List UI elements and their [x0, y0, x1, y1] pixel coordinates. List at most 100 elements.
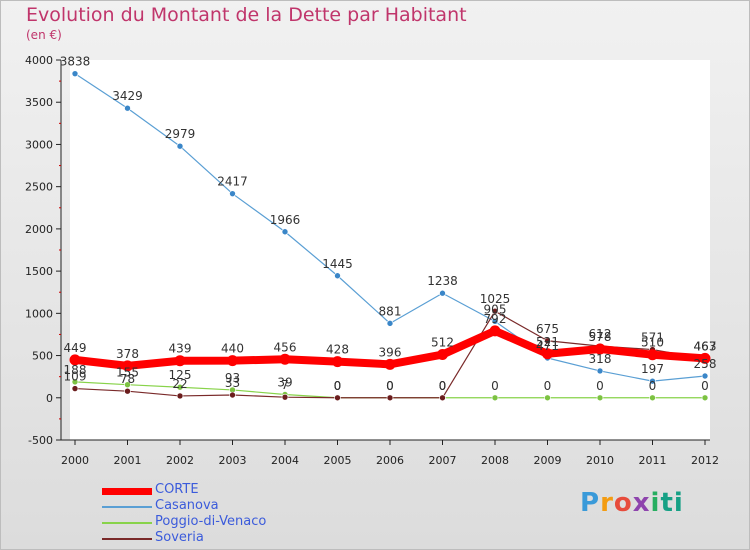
y-tick-label: -500 [28, 434, 53, 447]
legend-swatch [102, 506, 152, 508]
data-label: 467 [694, 339, 717, 353]
x-tick-label: 2011 [639, 454, 667, 467]
data-point [699, 352, 711, 364]
data-point [69, 354, 81, 366]
data-label: 0 [596, 379, 604, 393]
data-label: 449 [64, 341, 87, 355]
legend-swatch [102, 487, 152, 495]
data-point [281, 228, 289, 236]
data-label: 0 [491, 379, 499, 393]
y-tick-label: 3500 [25, 96, 53, 109]
y-tick-label: 3000 [25, 138, 53, 151]
data-point [649, 394, 656, 402]
data-point [384, 358, 396, 370]
y-tick-label: 1000 [25, 307, 53, 320]
legend-label: Soveria [155, 530, 204, 545]
data-label: 197 [641, 362, 664, 376]
data-label: 0 [649, 379, 657, 393]
y-tick-label: 1500 [25, 265, 53, 278]
data-label: 0 [386, 379, 394, 393]
data-label: 7 [281, 378, 289, 392]
data-label: 571 [641, 331, 664, 345]
y-tick-label: 4000 [25, 54, 53, 67]
data-point [491, 394, 499, 402]
data-label: 881 [379, 304, 402, 318]
data-label: 78 [120, 372, 135, 386]
data-label: 792 [484, 312, 507, 326]
data-label: 1025 [480, 292, 511, 306]
data-label: 109 [64, 370, 87, 384]
x-tick-label: 2001 [114, 454, 142, 467]
data-label: 0 [544, 379, 552, 393]
data-label: 1238 [427, 274, 458, 288]
data-point [334, 394, 341, 402]
data-label: 188 [64, 363, 87, 377]
data-point [701, 372, 709, 380]
y-tick-label: 2000 [25, 223, 53, 236]
data-point [227, 355, 238, 367]
data-point [489, 325, 501, 337]
data-point [124, 381, 131, 388]
data-label: 3838 [60, 55, 91, 69]
data-point [544, 394, 551, 402]
x-tick-label: 2007 [429, 454, 457, 467]
data-label: 0 [439, 379, 447, 393]
data-point [279, 353, 291, 365]
data-point [71, 385, 79, 392]
data-label: 155 [116, 366, 139, 380]
data-point [491, 307, 499, 315]
data-point [124, 104, 131, 112]
data-label: 612 [589, 327, 612, 341]
page-subtitle: (en €) [26, 28, 62, 42]
data-point [386, 394, 394, 402]
data-label: 1966 [270, 213, 301, 227]
data-label: 905 [484, 302, 507, 316]
data-point [491, 318, 499, 325]
legend-swatch [102, 538, 152, 540]
data-label: 578 [589, 330, 612, 344]
legend-label: CORTE [155, 482, 199, 497]
data-point [596, 367, 604, 375]
x-tick-label: 2002 [166, 454, 194, 467]
x-tick-label: 2003 [219, 454, 247, 467]
data-point [176, 392, 184, 400]
plot-area [70, 60, 710, 440]
data-label: 463 [694, 340, 717, 354]
x-tick-label: 2006 [376, 454, 404, 467]
data-point [596, 394, 604, 402]
data-point [281, 393, 289, 401]
data-label: 428 [326, 343, 349, 357]
data-label: 439 [169, 342, 192, 356]
data-point [386, 320, 394, 327]
data-label: 1445 [322, 257, 353, 271]
data-point [124, 387, 131, 395]
data-point [594, 343, 606, 355]
data-point [701, 394, 709, 402]
data-label: 39 [277, 375, 292, 389]
data-label: 440 [221, 342, 244, 356]
data-point [544, 337, 551, 345]
data-point [439, 394, 446, 402]
data-point [176, 142, 184, 150]
legend-label: Poggio-di-Venaco [155, 514, 267, 529]
data-label: 93 [225, 371, 240, 385]
data-label: 22 [172, 377, 187, 391]
data-point [647, 349, 658, 361]
data-point [71, 378, 79, 386]
y-tick-label: 2500 [25, 181, 53, 194]
legend-label: Casanova [155, 498, 219, 513]
x-tick-label: 2004 [271, 454, 299, 467]
data-label: 0 [334, 379, 342, 393]
data-point [439, 289, 446, 297]
data-label: 125 [169, 368, 192, 382]
data-point [542, 348, 553, 360]
data-label: 396 [379, 345, 402, 359]
data-label: 0 [439, 379, 447, 393]
proxiti-logo: Proxiti [580, 488, 684, 518]
data-label: 3429 [112, 89, 143, 103]
data-point [332, 356, 343, 368]
data-label: 2417 [217, 175, 248, 189]
data-label: 0 [701, 379, 709, 393]
data-label: 512 [431, 336, 454, 350]
